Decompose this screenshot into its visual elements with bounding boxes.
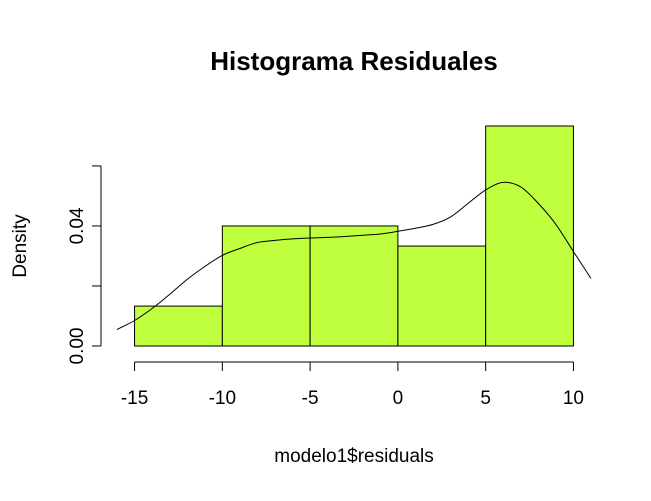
histogram-bar-4 [397,245,487,347]
histogram-bars [134,125,574,347]
x-tick-label: 5 [480,388,491,409]
histogram-bar-3 [309,225,399,347]
y-axis: 0.00 0.04 [67,165,102,365]
x-axis: -15 -10 -5 0 5 10 [121,361,584,409]
x-tick-label: -15 [121,388,148,409]
x-tick-label: -5 [302,388,319,409]
histogram-bar-2 [221,225,311,347]
x-tick-label: -10 [209,388,236,409]
histogram-bar-1 [134,305,223,347]
chart-title: Histograma Residuales [210,46,498,76]
y-axis-label: Density [10,214,31,278]
y-tick-label: 0.00 [67,328,88,365]
x-tick-label: 10 [563,388,584,409]
x-tick-label: 0 [393,388,404,409]
x-axis-label: modelo1$residuals [274,446,434,467]
y-tick-label: 0.04 [67,207,88,244]
density-curve [116,181,592,330]
histogram-bar-5 [485,125,574,347]
